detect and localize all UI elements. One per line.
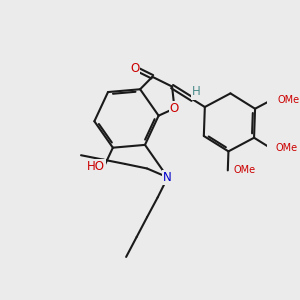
Text: O: O xyxy=(170,102,179,115)
Text: OMe: OMe xyxy=(233,165,255,176)
Text: N: N xyxy=(163,171,172,184)
Text: OMe: OMe xyxy=(277,95,299,105)
Text: O: O xyxy=(130,61,139,74)
Text: HO: HO xyxy=(87,160,105,173)
Text: OMe: OMe xyxy=(275,143,298,153)
Text: H: H xyxy=(192,85,201,98)
